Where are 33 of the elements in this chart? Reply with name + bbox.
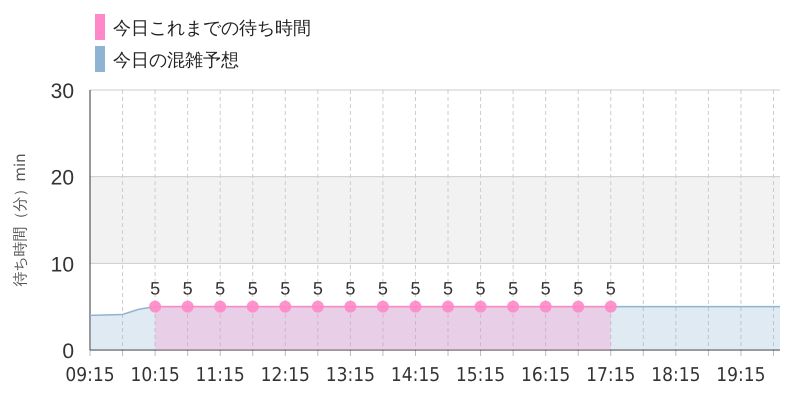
data-label: 5 (312, 278, 323, 299)
x-tick-label: 13:15 (326, 364, 376, 386)
data-label: 5 (215, 278, 226, 299)
x-tick-label: 11:15 (196, 364, 245, 386)
x-tick-label: 14:15 (390, 364, 440, 386)
legend-label: 今日これまでの待ち時間 (113, 18, 311, 39)
data-label: 5 (345, 278, 356, 299)
data-label: 5 (378, 278, 388, 299)
data-label: 5 (540, 278, 551, 299)
data-label: 5 (410, 278, 420, 299)
x-tick-label: 19:15 (716, 364, 766, 386)
x-tick-label: 09:15 (65, 364, 115, 386)
x-tick-label: 10:15 (130, 364, 180, 386)
data-label: 5 (248, 278, 258, 299)
data-label: 5 (573, 278, 584, 299)
data-label: 5 (182, 278, 193, 299)
y-axis-title: 待ち時間（分）min (11, 153, 29, 287)
x-tick-label: 12:15 (260, 364, 310, 386)
y-tick-label: 10 (50, 253, 74, 276)
data-label: 5 (150, 278, 160, 299)
data-label: 5 (476, 278, 486, 299)
data-label: 5 (508, 278, 518, 299)
y-tick-label: 0 (62, 340, 74, 363)
x-tick-label: 15:15 (456, 364, 506, 386)
x-tick-label: 17:15 (586, 364, 636, 386)
x-tick-label: 18:15 (651, 364, 700, 386)
y-tick-label: 30 (50, 80, 74, 103)
y-tick-label: 20 (50, 166, 74, 190)
x-tick-label: 16:15 (521, 364, 570, 386)
data-label: 5 (280, 278, 290, 299)
data-label: 5 (443, 278, 454, 299)
data-label: 5 (606, 278, 616, 299)
legend-label: 今日の混雑予想 (113, 50, 239, 71)
